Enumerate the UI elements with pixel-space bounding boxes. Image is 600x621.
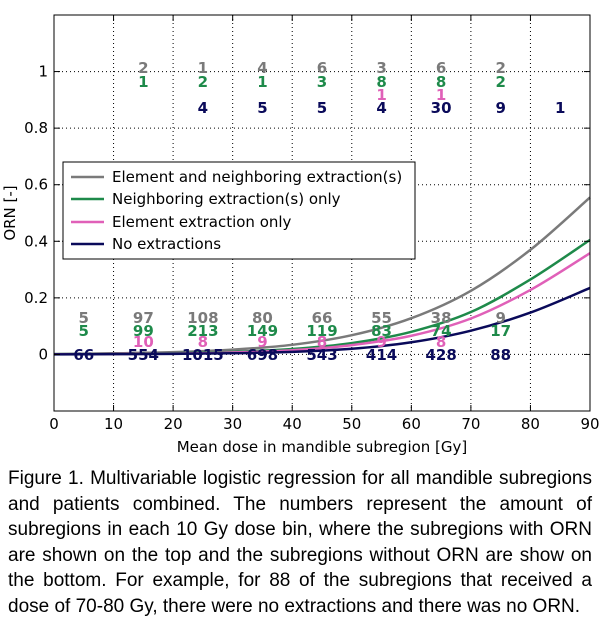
- y-tick-label: 0.8: [24, 119, 48, 137]
- no-orn-count-label: 17: [490, 322, 511, 340]
- x-tick-label: 40: [283, 415, 302, 433]
- orn-count-label: 2: [495, 59, 505, 77]
- y-tick-label: 1: [38, 63, 48, 81]
- orn-count-label: 5: [317, 99, 327, 117]
- no-orn-count-label: 9: [495, 309, 505, 327]
- x-tick-label: 50: [342, 415, 361, 433]
- curve-no-extractions: [53, 286, 591, 356]
- x-tick-label: 10: [104, 415, 123, 433]
- x-tick-label: 0: [49, 415, 59, 433]
- y-tick-label: 0.4: [24, 232, 48, 250]
- orn-count-label: 8: [436, 73, 446, 91]
- no-orn-count-label: 66: [312, 309, 333, 327]
- no-orn-count-label: 213: [187, 322, 218, 340]
- figure-caption: Figure 1. Multivariable logistic regress…: [8, 468, 592, 617]
- orn-count-label: 5: [257, 99, 267, 117]
- orn-count-label: 4: [257, 59, 267, 77]
- y-tick-label: 0.6: [24, 176, 48, 194]
- no-orn-count-label: 108: [187, 309, 218, 327]
- no-orn-count-label: 1015: [182, 346, 224, 364]
- orn-count-label: 9: [495, 99, 505, 117]
- x-axis-label: Mean dose in mandible subregion [Gy]: [177, 438, 468, 456]
- x-tick-label: 30: [223, 415, 242, 433]
- orn-count-label: 6: [317, 59, 327, 77]
- no-orn-count-label: 5: [79, 322, 89, 340]
- no-orn-count-label: 414: [366, 346, 397, 364]
- orn-count-label: 4: [376, 99, 386, 117]
- no-orn-count-label: 97: [133, 309, 154, 327]
- orn-count-label: 3: [376, 59, 386, 77]
- legend-box: [62, 161, 416, 260]
- orn-count-label: 2: [138, 59, 148, 77]
- no-orn-count-label: 119: [306, 322, 337, 340]
- orn-count-label: 1: [555, 99, 565, 117]
- orn-count-label: 1: [138, 73, 148, 91]
- regression-curves: [53, 196, 591, 356]
- legend-label-no-extractions: No extractions: [112, 235, 221, 253]
- orn-count-label: 2: [198, 73, 208, 91]
- x-tick-label: 60: [402, 415, 421, 433]
- plot-frame: [53, 14, 591, 412]
- legend-label-element-neighboring: Element and neighboring extraction(s): [112, 168, 402, 186]
- no-orn-count-label: 74: [431, 322, 452, 340]
- x-tick-label: 20: [164, 415, 183, 433]
- x-tick-label: 80: [521, 415, 540, 433]
- no-orn-count-label: 554: [128, 346, 159, 364]
- no-orn-count-label: 38: [431, 309, 452, 327]
- no-orn-count-label: 543: [306, 346, 337, 364]
- no-orn-count-label: 66: [73, 346, 94, 364]
- x-tick-label: 70: [461, 415, 480, 433]
- no-orn-count-label: 698: [247, 346, 278, 364]
- orn-count-label: 6: [436, 59, 446, 77]
- legend-label-neighboring-only: Neighboring extraction(s) only: [112, 190, 341, 208]
- no-orn-count-label: 83: [371, 322, 392, 340]
- no-orn-count-label: 149: [247, 322, 278, 340]
- no-orn-count-label: 55: [371, 309, 392, 327]
- orn-count-label: 8: [376, 73, 386, 91]
- axis-ticks: 0 10 20 30 40 50 60 70 80 90 0 0.2 0.4 0.6 0.8 1: [24, 15, 600, 433]
- no-orn-count-label: 8: [436, 333, 446, 351]
- y-axis-label: ORN [-]: [1, 185, 19, 240]
- orn-count-label: 30: [431, 99, 452, 117]
- no-orn-count-label: 10: [133, 333, 154, 351]
- orn-count-label: 1: [198, 59, 208, 77]
- orn-count-label: 3: [317, 73, 327, 91]
- legend-label-element-only: Element extraction only: [112, 213, 292, 231]
- no-orn-count-label: 9: [376, 333, 386, 351]
- y-tick-label: 0: [38, 345, 48, 363]
- no-orn-count-label: 8: [317, 333, 327, 351]
- orn-count-label: 1: [436, 86, 446, 104]
- x-tick-label: 90: [580, 415, 599, 433]
- no-orn-count-label: 428: [425, 346, 456, 364]
- orn-count-label: 1: [257, 73, 267, 91]
- y-tick-label: 0.2: [24, 289, 48, 307]
- no-orn-count-label: 9: [257, 333, 267, 351]
- legend: Element and neighboring extraction(s) Ne…: [62, 161, 416, 260]
- no-orn-count-label: 80: [252, 309, 273, 327]
- orn-count-label: 4: [198, 99, 208, 117]
- no-orn-count-label: 88: [490, 346, 511, 364]
- no-orn-count-label: 99: [133, 322, 154, 340]
- no-orn-count-label: 8: [198, 333, 208, 351]
- no-orn-count-label: 5: [79, 309, 89, 327]
- orn-count-label: 1: [376, 86, 386, 104]
- orn-count-label: 2: [495, 73, 505, 91]
